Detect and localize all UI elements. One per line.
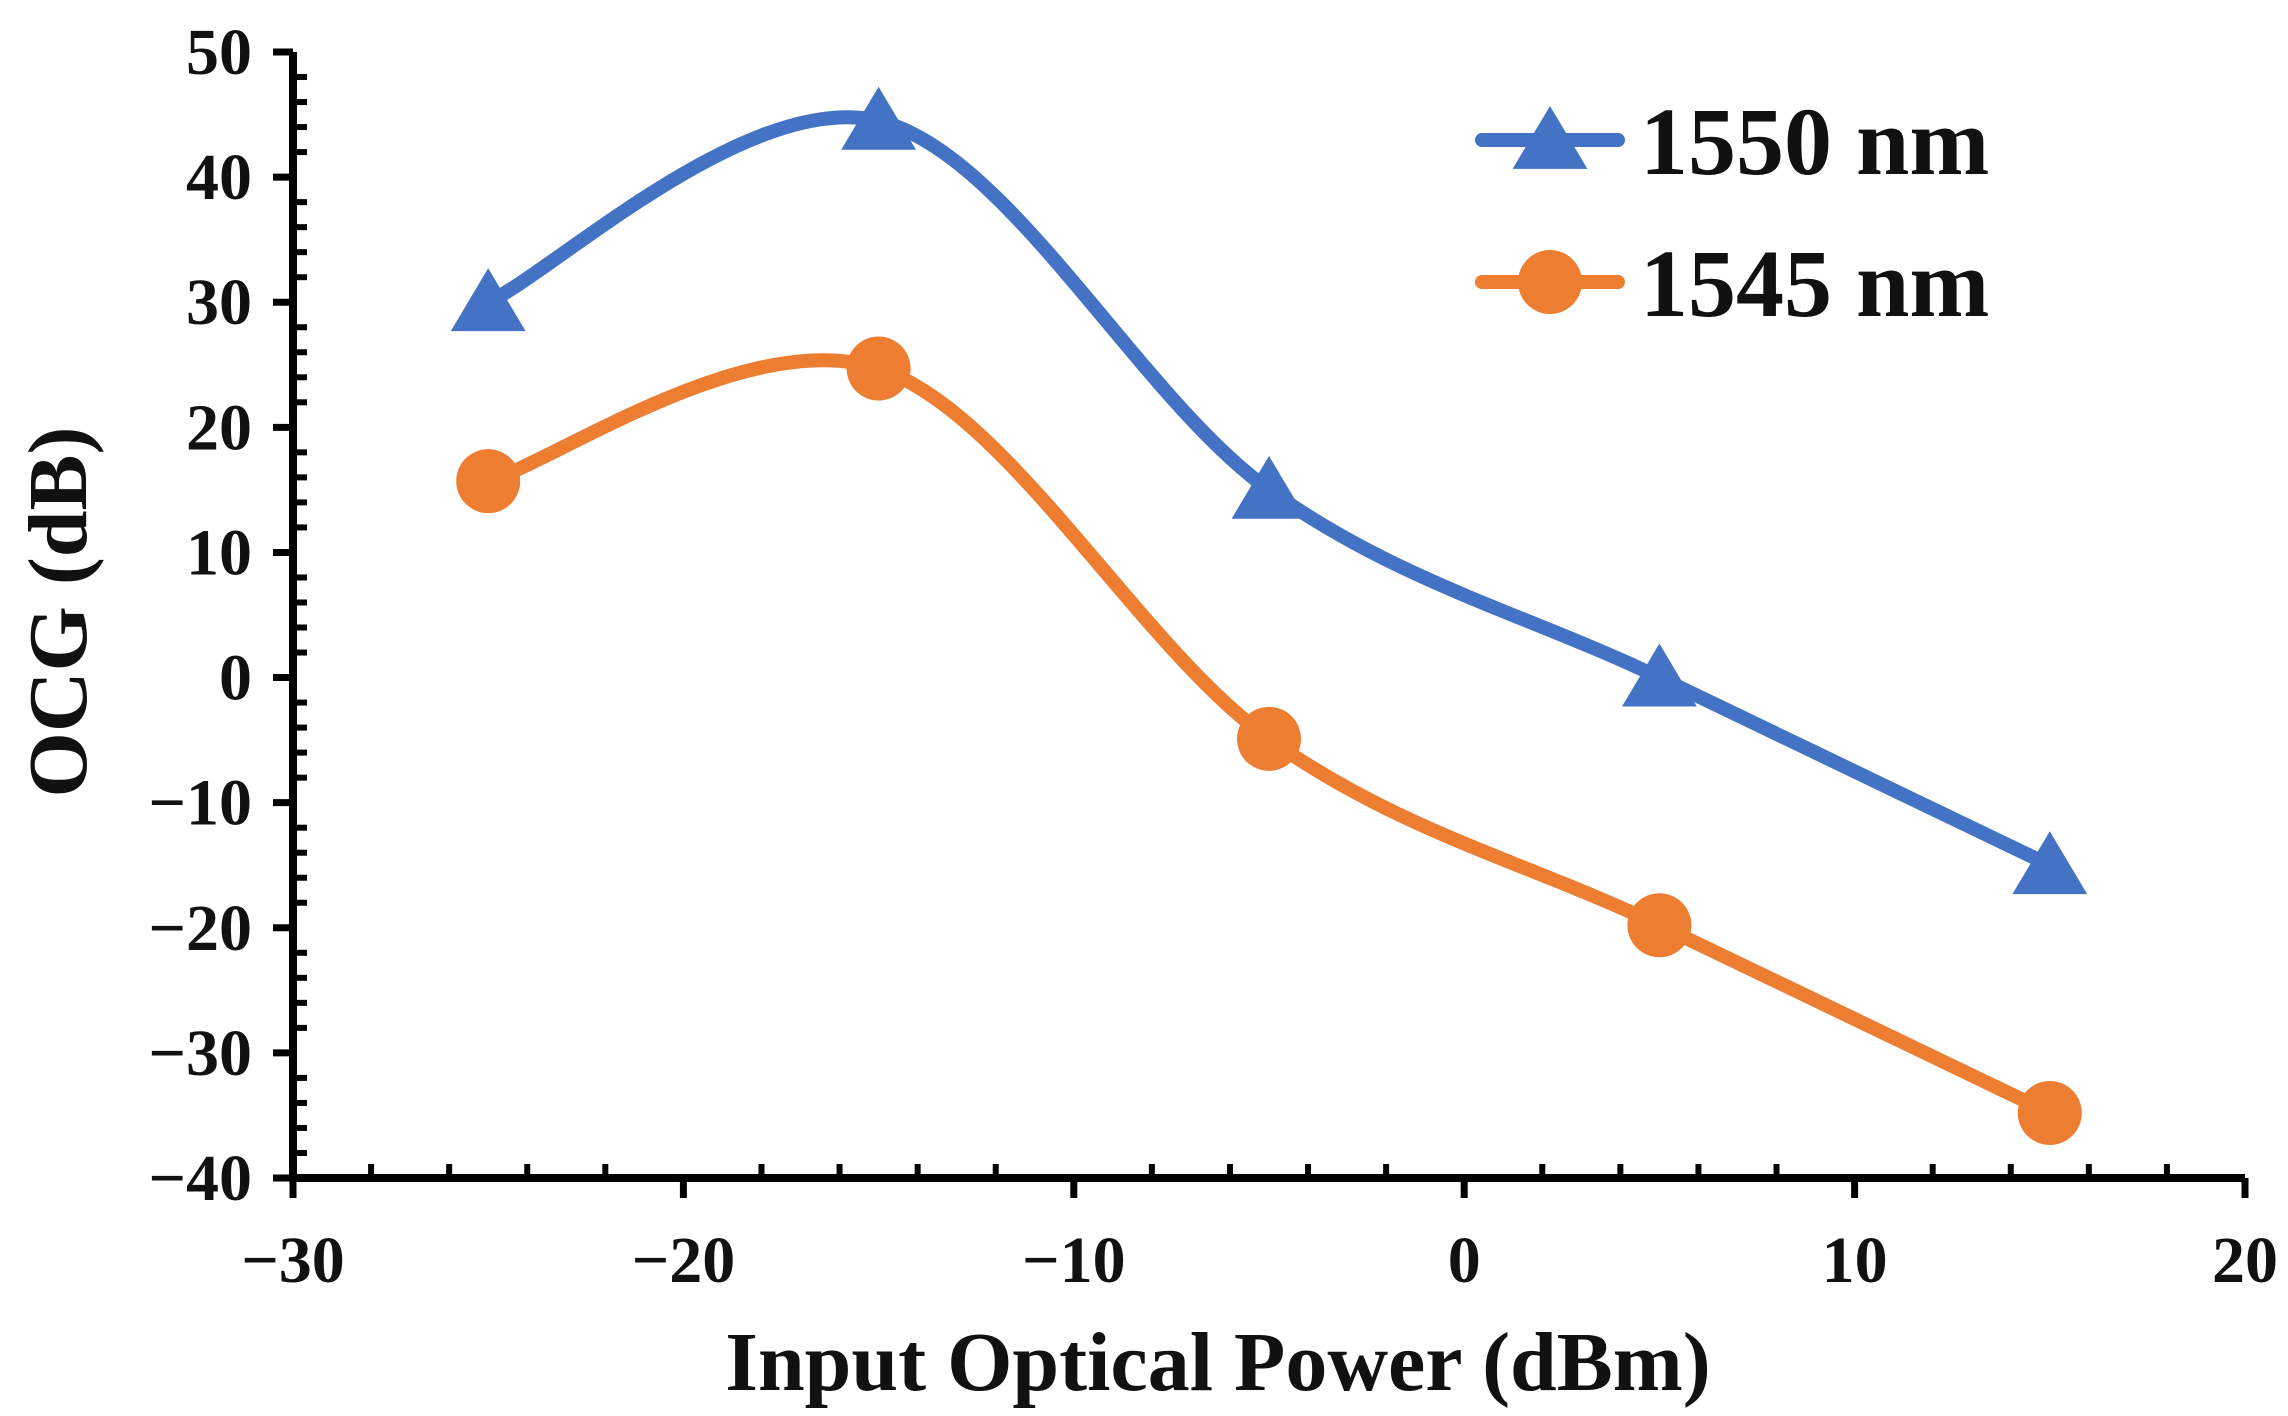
y-tick-label: 20 — [186, 391, 252, 464]
y-tick-label: −20 — [148, 892, 252, 965]
y-tick-label: 40 — [186, 141, 252, 214]
x-tick-labels: −30 −20 −10 0 10 20 — [241, 1224, 2278, 1297]
legend-marker — [1518, 250, 1582, 314]
data-point — [841, 86, 916, 150]
y-tick-label: 50 — [186, 16, 252, 89]
x-tick-label: 10 — [1822, 1224, 1888, 1297]
data-point — [456, 449, 521, 514]
legend: 1550 nm 1545 nm — [1475, 88, 1989, 337]
x-tick-label: 0 — [1448, 1224, 1481, 1297]
y-tick-label: −30 — [148, 1017, 252, 1090]
y-tick-label: −40 — [148, 1142, 252, 1215]
data-point — [1622, 643, 1697, 707]
y-tick-label: 30 — [186, 266, 252, 339]
data-point — [2017, 1080, 2082, 1145]
legend-item: 1550 nm — [1475, 88, 1989, 195]
series-layer — [450, 86, 2088, 1145]
series-line — [481, 110, 2057, 873]
y-tick-labels: −40 −30 −20 −10 0 10 20 30 40 50 — [148, 16, 252, 1215]
data-point — [1237, 706, 1301, 771]
x-tick-label: 20 — [2212, 1224, 2278, 1297]
data-point — [1627, 893, 1692, 958]
legend-marker — [1512, 106, 1588, 169]
y-tick-label: 10 — [186, 516, 252, 589]
x-tick-label: −30 — [241, 1224, 345, 1297]
data-point — [2012, 831, 2088, 895]
series-triangle — [450, 86, 2088, 895]
x-axis-title: Input Optical Power (dBm) — [725, 1316, 1710, 1409]
data-point — [846, 336, 911, 401]
legend-label: 1545 nm — [1640, 230, 1989, 337]
y-tick-label: −10 — [148, 767, 252, 840]
series-circle — [456, 336, 2082, 1145]
x-tick-label: −10 — [1022, 1224, 1126, 1297]
x-tick-label: −20 — [632, 1224, 736, 1297]
legend-label: 1550 nm — [1640, 88, 1989, 195]
data-point — [1231, 455, 1307, 519]
legend-item: 1545 nm — [1475, 230, 1989, 337]
data-point — [450, 268, 526, 332]
y-axis-title: OCG (dB) — [12, 426, 105, 797]
major-ticks — [273, 48, 2249, 1198]
y-tick-label: 0 — [219, 642, 252, 715]
